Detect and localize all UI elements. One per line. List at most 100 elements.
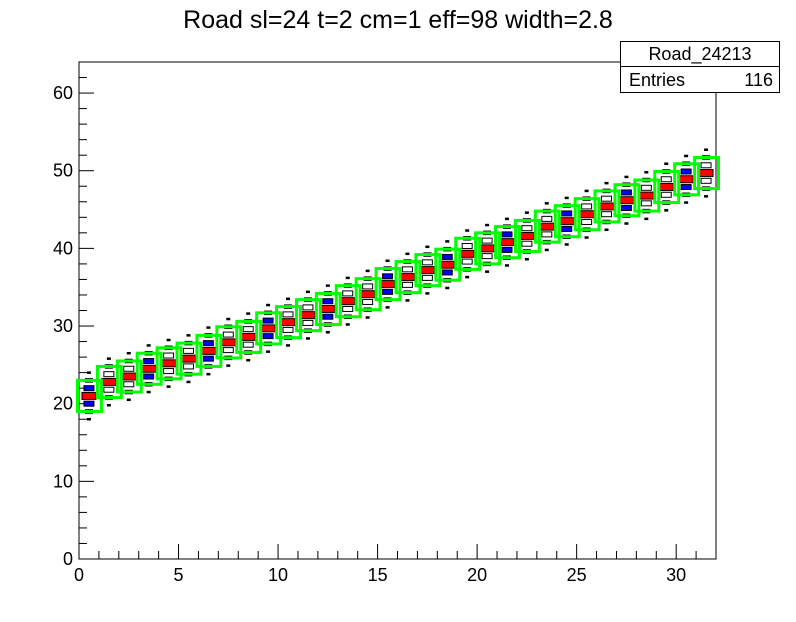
heatmap-cell bbox=[419, 266, 435, 275]
stats-entries-label: Entries bbox=[629, 70, 686, 90]
stats-histogram-name: Road_24213 bbox=[621, 42, 779, 67]
heatmap-cell bbox=[260, 324, 276, 333]
heatmap-cell bbox=[262, 317, 274, 324]
heatmap-cell bbox=[242, 326, 254, 333]
heatmap-cell bbox=[445, 286, 450, 290]
road-bin-outline bbox=[314, 291, 342, 326]
road-bin-outline bbox=[633, 178, 661, 213]
heatmap-cell bbox=[684, 201, 689, 204]
heatmap-cell bbox=[385, 306, 390, 309]
x-tick-label: 0 bbox=[74, 565, 84, 585]
heatmap-cell bbox=[559, 217, 575, 226]
heatmap-cell bbox=[601, 211, 613, 218]
y-tick-label: 40 bbox=[53, 238, 73, 258]
heatmap-cell bbox=[521, 240, 533, 247]
heatmap-cell bbox=[541, 231, 553, 238]
road-bin-outline bbox=[613, 183, 641, 218]
y-tick-label: 60 bbox=[53, 83, 73, 103]
heatmap-cell bbox=[704, 148, 709, 152]
heatmap-cell bbox=[479, 244, 495, 253]
heatmap-cell bbox=[465, 229, 470, 232]
heatmap-cell bbox=[501, 231, 513, 238]
heatmap-cell bbox=[644, 171, 649, 174]
road-bin-outline bbox=[95, 364, 123, 399]
heatmap-cell bbox=[465, 275, 470, 279]
heatmap-cell bbox=[362, 283, 374, 290]
heatmap-cell bbox=[106, 357, 111, 360]
heatmap-cell bbox=[405, 299, 410, 302]
heatmap-cell bbox=[206, 372, 211, 376]
road-bin-outline bbox=[374, 267, 402, 302]
heatmap-cell bbox=[700, 162, 712, 169]
heatmap-cell bbox=[121, 372, 137, 381]
heatmap-cell bbox=[704, 195, 709, 198]
x-tick-label: 10 bbox=[268, 565, 288, 585]
heatmap-cell bbox=[143, 373, 155, 380]
heatmap-cell bbox=[126, 351, 131, 355]
road-bin-outline bbox=[553, 204, 581, 239]
heatmap-cell bbox=[658, 183, 674, 192]
heatmap-cell bbox=[620, 204, 632, 211]
heatmap-cell bbox=[141, 364, 157, 373]
heatmap-cell bbox=[664, 209, 669, 212]
heatmap-cell bbox=[126, 398, 131, 402]
heatmap-cell bbox=[340, 297, 356, 306]
heatmap-cell bbox=[541, 215, 553, 222]
road-bin-outline bbox=[235, 319, 263, 354]
heatmap-cell bbox=[300, 311, 316, 320]
heatmap-cell bbox=[222, 347, 234, 354]
heatmap-cell bbox=[103, 371, 115, 378]
heatmap-cell bbox=[163, 352, 175, 359]
heatmap-cell bbox=[325, 284, 330, 287]
heatmap-cell bbox=[604, 228, 609, 231]
heatmap-cell bbox=[599, 202, 615, 211]
heatmap-cell bbox=[182, 347, 194, 354]
heatmap-cell bbox=[83, 385, 95, 392]
heatmap-cell bbox=[320, 304, 336, 313]
y-tick-label: 30 bbox=[53, 316, 73, 336]
heatmap-cell bbox=[240, 332, 256, 341]
x-tick-label: 5 bbox=[174, 565, 184, 585]
heatmap-cell bbox=[266, 350, 271, 353]
heatmap-cell bbox=[83, 400, 95, 407]
y-tick-label: 10 bbox=[53, 471, 73, 491]
heatmap-cell bbox=[680, 168, 692, 175]
road-bin-outline bbox=[195, 333, 223, 368]
road-bin-outline bbox=[474, 231, 502, 266]
road-bin-outline bbox=[354, 277, 382, 312]
heatmap-cell bbox=[401, 281, 413, 288]
heatmap-cell bbox=[146, 390, 151, 394]
road-bin-outline bbox=[115, 359, 143, 394]
heatmap-cell bbox=[439, 260, 455, 269]
road-bin-outline bbox=[334, 284, 362, 319]
heatmap-cell bbox=[601, 195, 613, 202]
heatmap-cell bbox=[405, 252, 410, 256]
road-bin-outline bbox=[513, 218, 541, 253]
heatmap-cell bbox=[282, 311, 294, 318]
heatmap-cell bbox=[123, 365, 135, 372]
road-bin-outline bbox=[693, 156, 720, 191]
road-bin-outline bbox=[135, 351, 163, 386]
heatmap-cell bbox=[302, 319, 314, 326]
heatmap-cell bbox=[123, 381, 135, 388]
heatmap-cell bbox=[365, 269, 370, 273]
heatmap-cell bbox=[485, 270, 490, 273]
heatmap-cell bbox=[624, 175, 629, 179]
heatmap-cell bbox=[680, 184, 692, 191]
heatmap-cell bbox=[581, 218, 593, 225]
y-tick-label: 20 bbox=[53, 394, 73, 414]
plot-frame bbox=[78, 61, 717, 560]
road-bin-outline bbox=[76, 378, 103, 413]
road-bin-outline bbox=[215, 325, 243, 360]
heatmap-cell bbox=[182, 363, 194, 370]
heatmap-cell bbox=[146, 344, 151, 347]
heatmap-cell bbox=[226, 317, 231, 321]
heatmap-cell bbox=[362, 298, 374, 305]
heatmap-cell bbox=[504, 217, 509, 221]
heatmap-cell bbox=[564, 243, 569, 246]
heatmap-cell bbox=[441, 269, 453, 276]
heatmap-cell bbox=[421, 274, 433, 281]
heatmap-cell bbox=[342, 290, 354, 297]
heatmap-cell bbox=[561, 210, 573, 217]
